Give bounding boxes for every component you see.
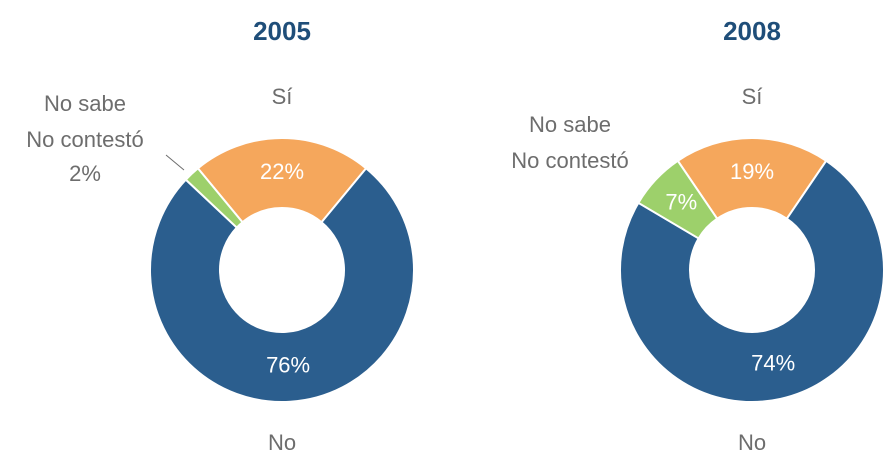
value-label: 2%: [69, 161, 101, 186]
chart-title: 2005: [253, 16, 311, 46]
donut-slice: [637, 159, 719, 240]
donut-slice: [149, 166, 415, 403]
value-label: 19%: [730, 159, 774, 184]
value-label: 22%: [260, 159, 304, 184]
category-label: No: [737, 430, 767, 454]
donut-slice: [676, 137, 828, 221]
leader-line: [165, 154, 185, 171]
category-label: No sabe No contestó: [511, 112, 629, 173]
category-label: No sabe No contestó: [26, 91, 144, 152]
category-label: Sí: [271, 84, 293, 109]
donut-slice: [196, 137, 368, 224]
donut-slice: [184, 166, 244, 229]
donut-slice: [619, 159, 885, 403]
value-label: 7%: [665, 189, 697, 214]
chart-title: 2008: [723, 16, 781, 46]
value-label: 76%: [266, 353, 310, 378]
category-label: No: [267, 430, 297, 454]
value-label: 74%: [751, 350, 795, 375]
category-label: Sí: [741, 84, 763, 109]
